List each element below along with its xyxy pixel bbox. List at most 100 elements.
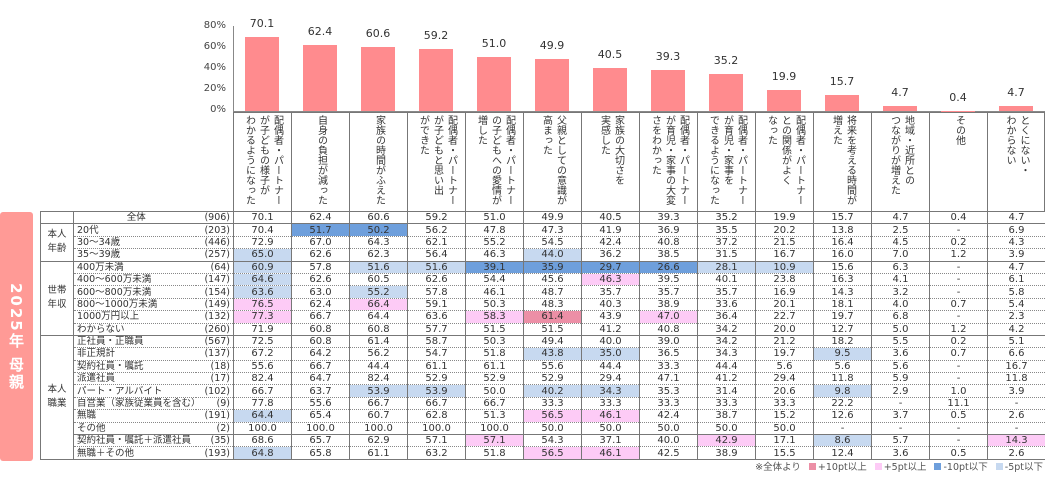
value-cell: 60.7 bbox=[349, 409, 408, 423]
value-cell: 61.1 bbox=[465, 360, 524, 374]
value-cell: 63.0 bbox=[291, 285, 350, 299]
row-n: (17) bbox=[195, 372, 234, 386]
y-tick-label: 80% bbox=[203, 20, 226, 31]
value-cell: 40.1 bbox=[697, 273, 756, 287]
value-cell: 21.5 bbox=[755, 236, 814, 250]
value-cell: 66.7 bbox=[233, 384, 292, 398]
row-n: (906) bbox=[195, 210, 234, 225]
value-cell: 64.4 bbox=[349, 310, 408, 324]
value-cell: 35.9 bbox=[523, 260, 582, 274]
value-cell: 0.4 bbox=[929, 210, 988, 225]
row-n: (154) bbox=[195, 285, 234, 299]
category-label: 将来を考える時間が 増えた bbox=[813, 113, 871, 212]
category-label-line: が子どもと思い出 bbox=[431, 115, 443, 195]
value-cell: 36.2 bbox=[581, 248, 640, 262]
row-n: (2) bbox=[195, 422, 234, 436]
value-cell: 62.8 bbox=[407, 409, 466, 423]
value-cell: 31.4 bbox=[697, 384, 756, 398]
value-cell: 33.3 bbox=[581, 397, 640, 411]
value-cell: 51.5 bbox=[465, 323, 524, 336]
value-cell: 2.6 bbox=[987, 446, 1045, 460]
bar bbox=[593, 68, 627, 111]
value-cell: 66.4 bbox=[349, 298, 408, 312]
category-label-line: の子どもへの愛情が bbox=[489, 115, 501, 205]
legend-label: +5pt以上 bbox=[883, 461, 927, 473]
value-cell: 44.4 bbox=[697, 360, 756, 374]
legend-swatch bbox=[995, 462, 1003, 470]
category-label-line: なった bbox=[765, 115, 777, 145]
value-cell: 11.8 bbox=[987, 372, 1045, 386]
value-cell: 20.1 bbox=[755, 298, 814, 312]
value-cell: 66.7 bbox=[349, 397, 408, 411]
value-cell: 42.9 bbox=[697, 434, 756, 448]
table-row: 派遣社員 (17) 82.4 64.7 82.4 52.9 52.9 52.9 29.4 47.1… bbox=[41, 372, 1045, 386]
value-cell: 29.7 bbox=[581, 260, 640, 274]
value-cell: 0.5 bbox=[929, 446, 988, 460]
value-cell: 19.7 bbox=[755, 347, 814, 361]
row-n: (9) bbox=[195, 397, 234, 411]
value-cell: 44.0 bbox=[523, 248, 582, 262]
value-cell: 51.6 bbox=[349, 260, 408, 274]
value-cell: 57.1 bbox=[407, 434, 466, 448]
value-cell: 54.4 bbox=[465, 273, 524, 287]
row-n: (203) bbox=[195, 223, 234, 237]
value-cell: 40.3 bbox=[581, 298, 640, 312]
value-cell: 5.6 bbox=[813, 360, 872, 374]
table-row: わからない (260) 71.9 60.8 60.8 57.7 51.5 51.5 41.2 40… bbox=[41, 323, 1045, 336]
value-cell: 9.5 bbox=[813, 347, 872, 361]
value-cell: 20.0 bbox=[755, 323, 814, 336]
value-cell: 9.8 bbox=[813, 384, 872, 398]
value-cell: 64.2 bbox=[291, 347, 350, 361]
category-label-line: 増した bbox=[475, 115, 487, 145]
value-cell: 44.4 bbox=[349, 360, 408, 374]
value-cell: 23.8 bbox=[755, 273, 814, 287]
value-cell: 43.9 bbox=[581, 310, 640, 324]
value-cell: 58.3 bbox=[465, 310, 524, 324]
value-cell: 56.4 bbox=[407, 248, 466, 262]
legend-item: -10pt以下 bbox=[934, 462, 988, 474]
bar-value-label: 0.4 bbox=[949, 90, 967, 104]
value-cell: - bbox=[929, 372, 988, 386]
row-label: 正社員・正職員 bbox=[73, 334, 196, 349]
value-cell: 59.1 bbox=[407, 298, 466, 312]
category-label: 家族の大切さを 実感した bbox=[581, 113, 639, 212]
bar-value-label: 40.5 bbox=[597, 48, 623, 62]
value-cell: 70.1 bbox=[233, 210, 292, 225]
value-cell: 12.4 bbox=[813, 446, 872, 460]
value-cell: 53.9 bbox=[349, 384, 408, 398]
row-n: (149) bbox=[195, 298, 234, 312]
value-cell: - bbox=[929, 260, 988, 274]
bar-value-label: 59.2 bbox=[423, 28, 449, 42]
crosstab-table: 全体 (906) 70.1 62.4 60.6 59.2 51.0 49.9 40.5 39.3 3… bbox=[40, 210, 1045, 460]
category-label: 自身の負担が減った bbox=[291, 113, 349, 212]
value-cell: 66.7 bbox=[291, 310, 350, 324]
value-cell: 11.1 bbox=[929, 397, 988, 411]
value-cell: 64.4 bbox=[233, 409, 292, 423]
value-cell: 38.5 bbox=[639, 248, 698, 262]
value-cell: 28.1 bbox=[697, 260, 756, 274]
row-label: 600～800万未満 bbox=[73, 285, 196, 299]
value-cell: 62.4 bbox=[291, 298, 350, 312]
category-label-line: が育児・家事を bbox=[721, 115, 733, 185]
table-row: 自営業（家族従業員を含む） (9) 77.8 55.6 66.7 66.7 66.7 33.3… bbox=[41, 397, 1045, 411]
category-label: 配偶者・パートナー が育児・家事の大変 さをわかった bbox=[639, 113, 697, 212]
bar bbox=[767, 90, 801, 111]
value-cell: 54.7 bbox=[407, 347, 466, 361]
bar-value-label: 49.9 bbox=[539, 38, 565, 52]
category-label-line: ができた bbox=[417, 115, 429, 155]
bar bbox=[419, 48, 453, 111]
value-cell: 62.6 bbox=[407, 273, 466, 287]
row-n: (18) bbox=[195, 360, 234, 374]
category-label-line: できるようになった bbox=[707, 115, 719, 205]
table-row: パート・アルバイト (102) 66.7 63.7 53.9 53.9 50.0 40.2 34… bbox=[41, 384, 1045, 398]
value-cell: 0.7 bbox=[929, 347, 988, 361]
row-n: (260) bbox=[195, 323, 234, 336]
value-cell: 61.4 bbox=[523, 310, 582, 324]
category-label-line: 家族の時間がふえた bbox=[373, 115, 385, 205]
value-cell: 48.7 bbox=[523, 285, 582, 299]
value-cell: - bbox=[871, 422, 930, 436]
category-label-line: 自身の負担が減った bbox=[315, 115, 327, 205]
value-cell: - bbox=[871, 397, 930, 411]
value-cell: 55.6 bbox=[523, 360, 582, 374]
banner-label: 2025年 母親 bbox=[7, 282, 25, 391]
